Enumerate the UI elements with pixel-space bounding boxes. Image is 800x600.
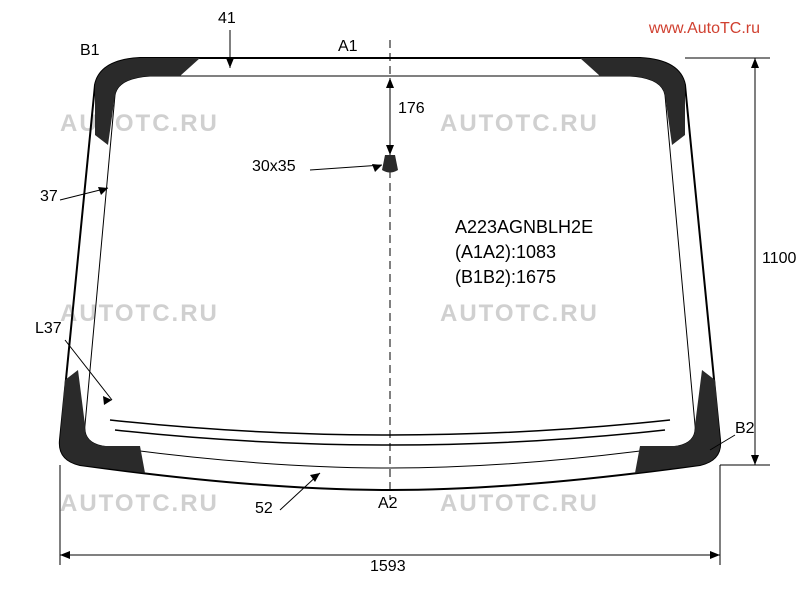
label-b1: B1 bbox=[80, 42, 100, 60]
part-info: A223AGNBLH2E (A1A2):1083 (B1B2):1675 bbox=[455, 215, 593, 291]
source-url: www.AutoTC.ru bbox=[649, 20, 760, 38]
dim-b1b2: (B1B2):1675 bbox=[455, 265, 593, 290]
dim-1100: 1100 bbox=[762, 250, 796, 268]
label-a2: A2 bbox=[378, 495, 398, 513]
dim-176: 176 bbox=[398, 100, 425, 118]
label-l37: L37 bbox=[35, 320, 62, 338]
dim-sensor: 30x35 bbox=[252, 158, 296, 176]
part-number: A223AGNBLH2E bbox=[455, 215, 593, 240]
dim-1593: 1593 bbox=[370, 558, 406, 576]
dim-37: 37 bbox=[40, 188, 58, 206]
label-a1: A1 bbox=[338, 38, 358, 56]
windshield-diagram bbox=[0, 0, 800, 600]
dim-41: 41 bbox=[218, 10, 236, 28]
dim-52: 52 bbox=[255, 500, 273, 518]
label-b2: B2 bbox=[735, 420, 755, 438]
dim-a1a2: (A1A2):1083 bbox=[455, 240, 593, 265]
